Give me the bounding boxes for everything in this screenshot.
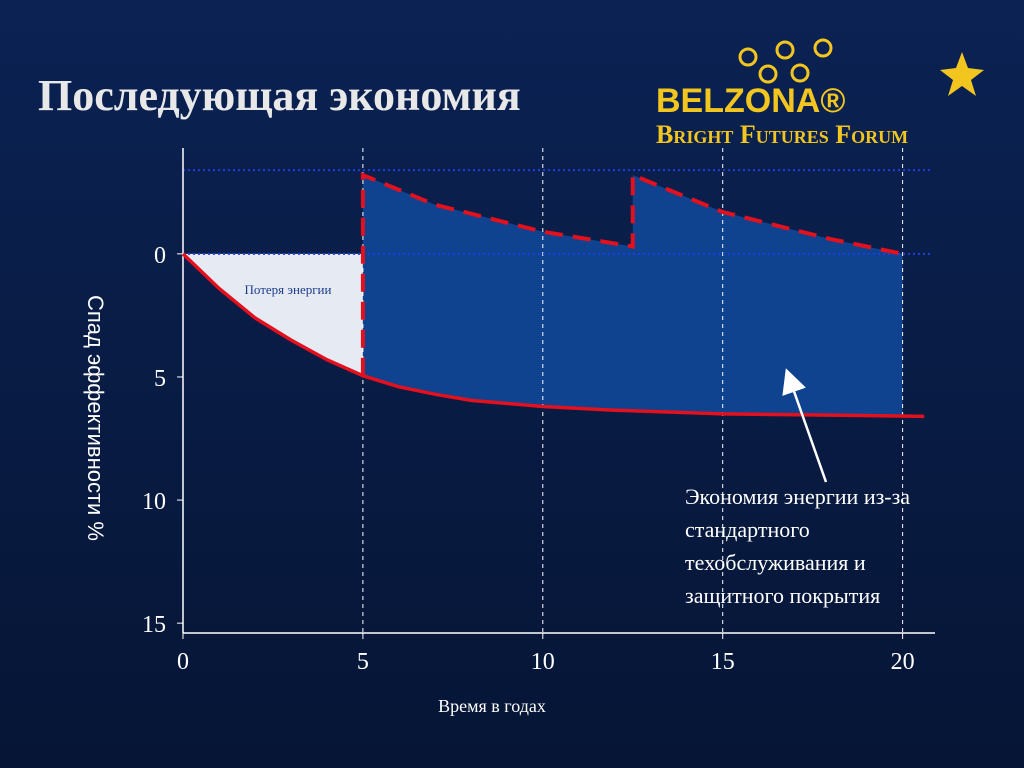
x-tick-label: 15 — [711, 649, 735, 675]
loss-area — [183, 253, 363, 633]
savings-area — [362, 175, 903, 633]
annotation: защитного покрытия — [685, 583, 880, 608]
annotation: стандартного — [685, 517, 810, 542]
annotation: Потеря энергии — [245, 282, 332, 297]
line — [360, 172, 904, 376]
x-tick-label: 5 — [357, 649, 369, 675]
x-tick-label: 20 — [891, 649, 915, 675]
title: Последующая экономия — [38, 71, 521, 120]
annotation: Экономия энергии из-за — [685, 484, 910, 509]
x-tick-label: 10 — [531, 649, 555, 675]
y-axis-label: Спад эффективности % — [83, 295, 108, 541]
y-tick-label: 10 — [142, 489, 166, 515]
y-tick-label: 0 — [154, 243, 166, 269]
y-tick-label: 5 — [154, 366, 166, 392]
x-axis-label: Время в годах — [438, 696, 546, 716]
logo: BELZONA® Bright Futures Forum — [656, 38, 984, 149]
y-tick-label: 15 — [142, 612, 166, 638]
tagline: Bright Futures Forum — [656, 120, 908, 149]
annotation: техобслуживания и — [685, 550, 866, 575]
logo-text: BELZONA® — [656, 82, 845, 120]
x-tick-label: 0 — [177, 649, 189, 675]
line — [181, 252, 925, 419]
plot: 0 5 10 15 0 5 10 15 20 Время в годах Спад эффектив… — [83, 148, 935, 716]
arrow — [782, 368, 828, 483]
